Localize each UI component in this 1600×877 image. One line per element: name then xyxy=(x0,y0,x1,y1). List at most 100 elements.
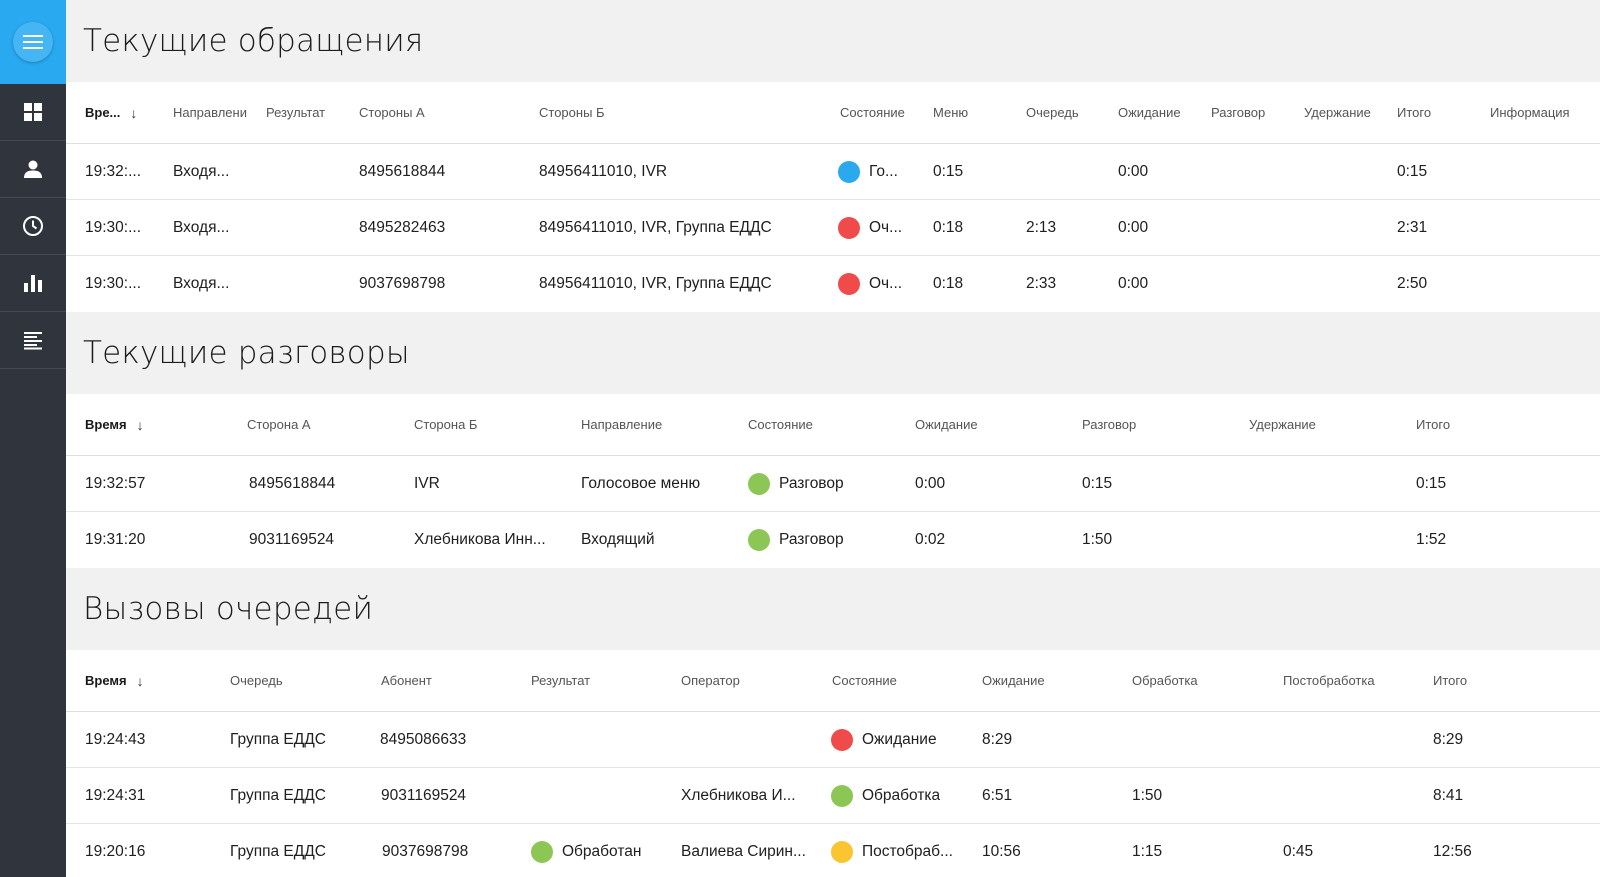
status-dot xyxy=(831,784,853,807)
cell-queue: Группа ЕДДС xyxy=(230,730,326,748)
sidebar-item-users[interactable] xyxy=(0,141,66,198)
table-row[interactable]: 19:30:... Входя... 9037698798 8495641101… xyxy=(66,256,1600,312)
cell-state: Обработка xyxy=(831,768,976,823)
cell-subscriber: 8495086633 xyxy=(380,730,467,748)
section-title-queues: Вызовы очередей xyxy=(83,591,374,627)
column-header-party-b[interactable]: Сторона Б xyxy=(414,417,478,432)
column-header-time[interactable]: Время ↓ xyxy=(85,672,144,689)
column-header-processing[interactable]: Обработка xyxy=(1132,673,1198,688)
dashboard-grid-icon xyxy=(24,103,42,121)
cell-queue: Группа ЕДДС xyxy=(230,786,326,804)
table-row[interactable]: 19:24:31 Группа ЕДДС 9031169524 Хлебнико… xyxy=(66,768,1600,824)
cell-party-a: 8495282463 xyxy=(359,218,446,236)
calls-table: Время ↓ Сторона А Сторона Б Направление С… xyxy=(66,394,1600,568)
sidebar-item-dashboard[interactable] xyxy=(0,84,66,141)
sidebar-item-reports[interactable] xyxy=(0,312,66,369)
cell-total: 2:50 xyxy=(1397,275,1428,292)
cell-party-a: 9031169524 xyxy=(249,531,335,548)
status-dot xyxy=(838,160,860,183)
cell-party-a: 9037698798 xyxy=(359,275,446,292)
column-header-talk[interactable]: Разговор xyxy=(1211,105,1266,120)
table-row[interactable]: 19:24:43 Группа ЕДДС 8495086633 Ожидание… xyxy=(66,712,1600,768)
table-row[interactable]: 19:30:... Входя... 8495282463 8495641101… xyxy=(66,200,1600,256)
column-header-result[interactable]: Результат xyxy=(266,105,326,120)
column-header-post-processing[interactable]: Постобработка xyxy=(1283,673,1375,688)
main-content: Текущие обращения Вре... ↓ Направлени Рез… xyxy=(66,0,1600,877)
column-header-queue[interactable]: Очередь xyxy=(1026,105,1079,120)
column-header-wait[interactable]: Ожидание xyxy=(1118,105,1181,120)
sort-down-arrow-icon: ↓ xyxy=(130,104,138,121)
queues-table: Время ↓ Очередь Абонент Результат Операто… xyxy=(66,650,1600,877)
table-row[interactable]: 19:20:16 Группа ЕДДС 9037698798 Обработа… xyxy=(66,824,1600,877)
cell-talk: 1:50 xyxy=(1082,531,1113,548)
column-header-wait[interactable]: Ожидание xyxy=(915,417,978,432)
column-header-menu[interactable]: Меню xyxy=(933,105,969,120)
cell-total: 1:52 xyxy=(1416,531,1447,548)
section-title-requests: Текущие обращения xyxy=(83,23,424,59)
menu-button[interactable] xyxy=(13,22,53,62)
column-header-state[interactable]: Состояние xyxy=(748,417,813,432)
cell-wait: 0:00 xyxy=(1118,275,1149,292)
column-header-info[interactable]: Информация xyxy=(1490,105,1570,120)
column-header-result[interactable]: Результат xyxy=(531,673,591,688)
cell-processing: 1:15 xyxy=(1132,843,1163,860)
sidebar-item-history[interactable] xyxy=(0,198,66,255)
column-header-operator[interactable]: Оператор xyxy=(681,673,740,688)
cell-hold xyxy=(1304,256,1384,312)
table-row[interactable]: 19:31:20 9031169524 Хлебникова Инн... Вх… xyxy=(66,512,1600,568)
cell-subscriber: 9037698798 xyxy=(382,843,469,860)
cell-time: 19:31:20 xyxy=(85,531,146,548)
table-row[interactable]: 19:32:57 8495618844 IVR Голосовое меню Р… xyxy=(66,456,1600,512)
cell-state: Разговор xyxy=(748,456,908,511)
sidebar xyxy=(0,0,66,877)
cell-wait: 10:56 xyxy=(982,843,1021,860)
column-header-time[interactable]: Вре... ↓ xyxy=(85,104,138,121)
column-header-state[interactable]: Состояние xyxy=(832,673,897,688)
cell-time: 19:32:57 xyxy=(85,474,146,492)
cell-operator: Хлебникова И... xyxy=(681,786,796,804)
sidebar-item-statistics[interactable] xyxy=(0,255,66,312)
column-header-hold[interactable]: Удержание xyxy=(1304,105,1371,120)
cell-processing: 1:50 xyxy=(1132,786,1163,804)
column-header-queue[interactable]: Очередь xyxy=(230,673,283,688)
column-header-total[interactable]: Итого xyxy=(1397,105,1432,120)
cell-time: 19:30:... xyxy=(85,218,142,236)
cell-direction: Входя... xyxy=(173,218,230,236)
cell-party-b: Хлебникова Инн... xyxy=(414,531,546,548)
column-header-talk[interactable]: Разговор xyxy=(1082,417,1137,432)
column-header-party-b[interactable]: Стороны Б xyxy=(539,105,605,120)
cell-party-b: 84956411010, IVR xyxy=(539,162,668,180)
column-header-subscriber[interactable]: Абонент xyxy=(381,673,432,688)
column-header-direction[interactable]: Направление xyxy=(581,417,663,432)
column-header-party-a[interactable]: Сторона А xyxy=(247,417,311,432)
column-header-state[interactable]: Состояние xyxy=(840,105,905,120)
cell-talk xyxy=(1211,144,1291,199)
table-row[interactable]: 19:32:... Входя... 8495618844 8495641101… xyxy=(66,144,1600,200)
column-header-hold[interactable]: Удержание xyxy=(1249,417,1316,432)
cell-result: Обработан xyxy=(531,824,676,877)
column-header-total[interactable]: Итого xyxy=(1433,673,1468,688)
status-dot xyxy=(831,841,853,863)
cell-party-a: 8495618844 xyxy=(359,162,446,180)
column-header-party-a[interactable]: Стороны А xyxy=(359,105,425,120)
cell-party-a: 8495618844 xyxy=(249,474,336,492)
cell-processing xyxy=(1132,712,1272,767)
sidebar-header xyxy=(0,0,66,84)
cell-subscriber: 9031169524 xyxy=(381,786,467,804)
calls-table-header: Время ↓ Сторона А Сторона Б Направление С… xyxy=(66,394,1600,456)
cell-talk: 0:15 xyxy=(1082,474,1113,492)
column-header-wait[interactable]: Ожидание xyxy=(982,673,1045,688)
column-header-direction[interactable]: Направлени xyxy=(173,105,247,120)
cell-queue xyxy=(1026,144,1106,199)
cell-queue: Группа ЕДДС xyxy=(230,843,326,860)
cell-state: Ожидание xyxy=(831,712,976,767)
cell-state: Го... xyxy=(838,144,928,199)
section-title-calls: Текущие разговоры xyxy=(83,335,410,371)
cell-party-b: IVR xyxy=(414,474,440,492)
status-dot xyxy=(831,728,853,751)
cell-direction: Голосовое меню xyxy=(581,474,701,492)
cell-wait: 0:00 xyxy=(1118,218,1149,236)
column-header-time[interactable]: Время ↓ xyxy=(85,416,144,433)
column-header-total[interactable]: Итого xyxy=(1416,417,1451,432)
